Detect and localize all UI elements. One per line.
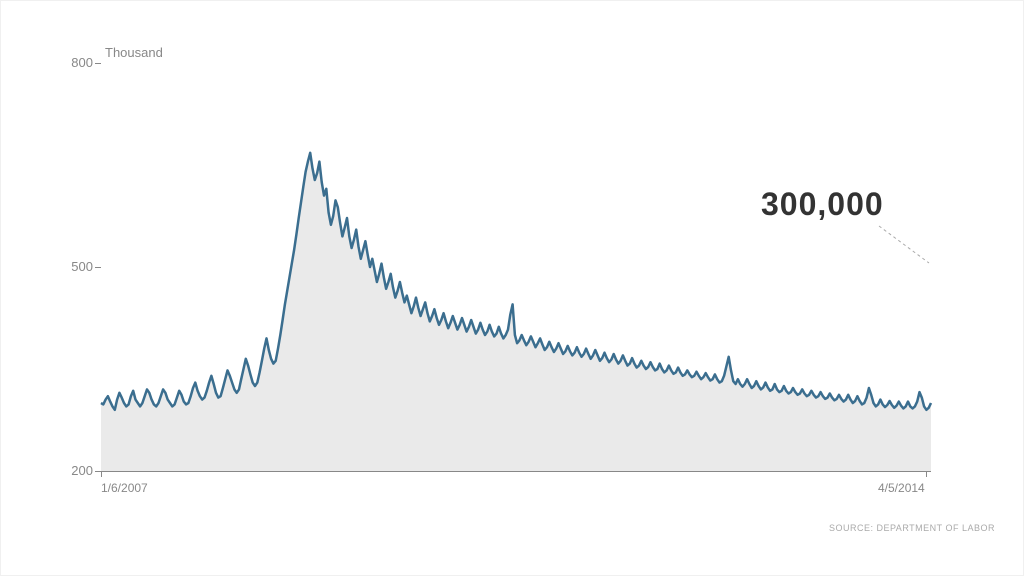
chart-frame: Thousand 200500800 1/6/20074/5/2014 300,… [0, 0, 1024, 576]
area-chart-svg [1, 1, 1024, 576]
source-attribution: SOURCE: DEPARTMENT OF LABOR [829, 523, 995, 533]
annotation-value-label: 300,000 [761, 186, 884, 223]
